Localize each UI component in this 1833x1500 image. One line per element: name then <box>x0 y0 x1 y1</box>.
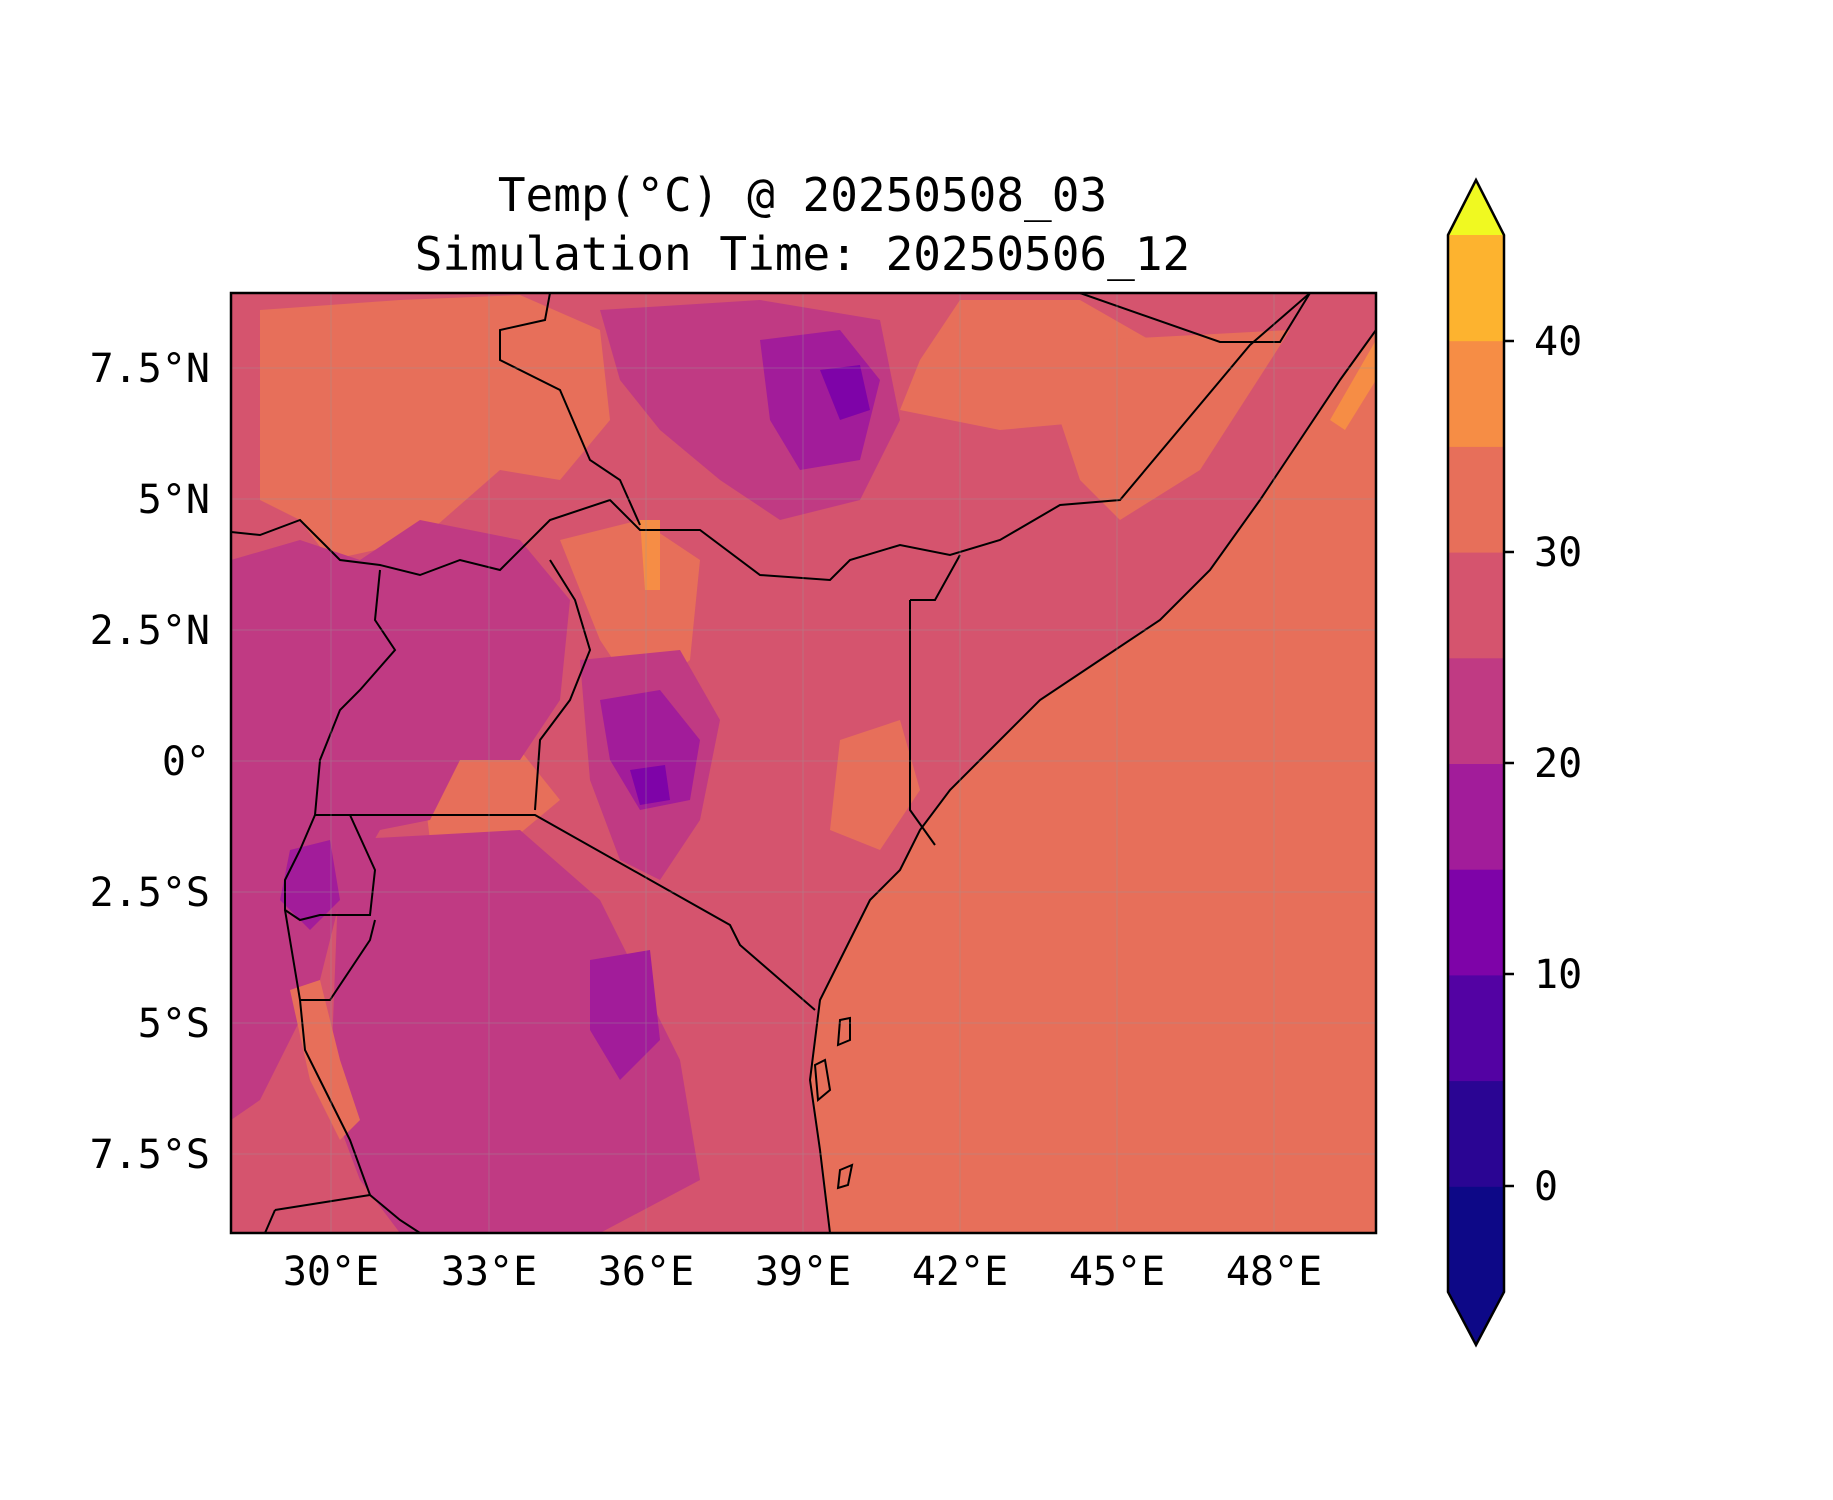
warm-strip-lake-tanganyika <box>290 980 360 1140</box>
border-rwanda <box>284 814 377 922</box>
border-kenya-tanzania <box>350 814 816 1011</box>
warm-coast-somalia <box>1330 340 1376 430</box>
mafia-island <box>836 1163 854 1190</box>
border-kenya-somalia-north <box>910 554 961 601</box>
map-title-line1: Temp(°C) @ 20250508_03 <box>497 168 1108 222</box>
lon-label: 48°E <box>1226 1249 1322 1295</box>
cold-region-tanzania <box>590 950 660 1080</box>
lat-label: 5°S <box>138 1001 210 1047</box>
colorbar-extend-high <box>1448 180 1504 235</box>
colorbar-segment <box>1448 446 1504 553</box>
borders <box>231 293 1376 1233</box>
coldest-patch-ethiopia <box>820 365 870 420</box>
colorbar-segment <box>1448 340 1504 447</box>
islands <box>813 1016 854 1190</box>
cold-region-rwanda <box>280 840 340 930</box>
border-burundi <box>284 909 376 1001</box>
colorbar-extend-low <box>1448 1292 1504 1345</box>
border-zambia-drc <box>264 1209 276 1233</box>
colorbar-outline <box>1446 177 1506 1348</box>
cool-region-tanzania-plateau <box>330 830 700 1233</box>
colorbar-tick-label: 10 <box>1534 952 1582 998</box>
warm-patch-kenya-east <box>830 720 920 850</box>
warm-patch-lake-victoria <box>420 750 560 850</box>
border-tanzania-zambia <box>274 1194 371 1211</box>
lat-label: 5°N <box>138 477 210 523</box>
border-uganda-kenya <box>534 559 592 811</box>
lon-label: 42°E <box>912 1249 1008 1295</box>
lat-label: 2.5°N <box>90 608 210 654</box>
pemba-island <box>836 1016 851 1047</box>
latitude-labels: 7.5°N 5°N 2.5°N 0° 2.5°S 5°S 7.5°S <box>90 346 210 1178</box>
lon-label: 39°E <box>755 1249 851 1295</box>
warm-region-ogaden <box>1060 330 1290 520</box>
gridlines <box>231 293 1376 1233</box>
border-ethiopia-somaliland <box>1079 293 1311 343</box>
colorbar-segment <box>1448 552 1504 659</box>
colorbar-segments <box>1448 235 1504 1293</box>
lat-label: 7.5°S <box>90 1132 210 1178</box>
cool-region-great-lakes <box>231 520 570 1120</box>
map-title-line2: Simulation Time: 20250506_12 <box>414 227 1191 281</box>
colorbar-segment <box>1448 763 1504 870</box>
lon-label: 33°E <box>441 1249 537 1295</box>
cold-region-ethiopia <box>760 330 880 470</box>
warm-region-south-sudan <box>260 295 610 560</box>
border-north <box>231 293 1311 582</box>
lat-label: 0° <box>162 739 210 785</box>
colorbar-segment <box>1448 974 1504 1082</box>
colorbar: 0 10 20 30 40 <box>1446 177 1582 1348</box>
border-kenya-somalia <box>909 600 936 846</box>
colorbar-tick-label: 30 <box>1534 530 1582 576</box>
colorbar-segment <box>1448 1080 1504 1187</box>
border-uganda-drc <box>313 569 397 816</box>
colorbar-segment <box>1448 657 1504 764</box>
colorbar-segment <box>1448 869 1504 976</box>
coldest-patch-kenya <box>630 765 670 805</box>
temperature-map <box>231 293 1376 1233</box>
cold-region-kenya <box>600 690 700 810</box>
map-frame <box>229 291 1378 1235</box>
colorbar-segment <box>1448 1186 1504 1293</box>
longitude-labels: 30°E 33°E 36°E 39°E 42°E 45°E 48°E <box>283 1249 1322 1295</box>
lat-label: 7.5°N <box>90 346 210 392</box>
hot-patch-lake-turkana <box>640 520 660 590</box>
zanzibar-island <box>813 1058 832 1102</box>
border-tanzania-drc <box>299 999 421 1233</box>
lon-label: 36°E <box>598 1249 694 1295</box>
colorbar-segment <box>1448 235 1504 342</box>
indian-ocean <box>810 293 1376 1233</box>
lon-label: 30°E <box>283 1249 379 1295</box>
coastline <box>808 329 1376 1233</box>
lon-label: 45°E <box>1069 1249 1165 1295</box>
colorbar-ticks: 0 10 20 30 40 <box>1504 319 1582 1210</box>
colorbar-tick-label: 20 <box>1534 741 1582 787</box>
colorbar-tick-label: 40 <box>1534 319 1582 365</box>
colorbar-tick-label: 0 <box>1534 1164 1558 1210</box>
lat-label: 2.5°S <box>90 870 210 916</box>
border-sudan-south-sudan <box>499 293 641 526</box>
